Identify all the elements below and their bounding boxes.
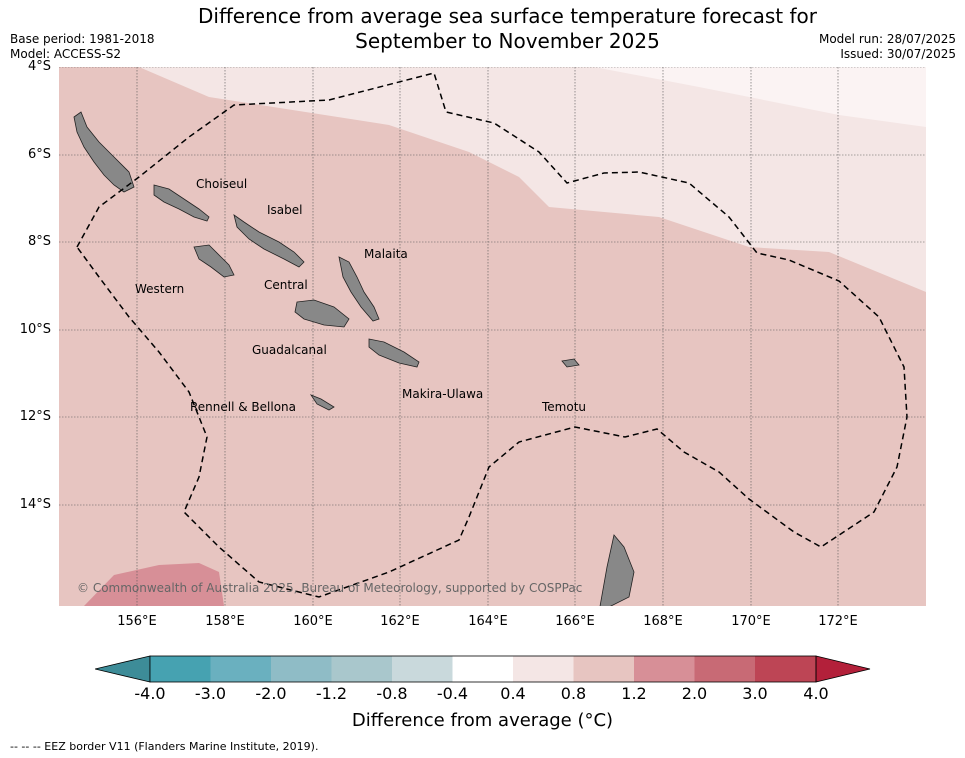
lon-label-170e: 170°E [731,614,771,629]
model-run: Model run: 28/07/2025 [818,32,956,46]
base-period: Base period: 1981-2018 [10,32,155,46]
lon-label-156e: 156°E [117,614,157,629]
colorbar-label: 2.0 [681,684,708,703]
lat-label-10s: 10°S [19,322,51,337]
title-line-1: Difference from average sea surface temp… [197,4,817,28]
lon-label-166e: 166°E [555,614,595,629]
lon-label-168e: 168°E [643,614,683,629]
colorbar-label: -1.2 [315,684,348,703]
meta-right: Model run: 28/07/2025 Issued: 30/07/2025 [819,32,956,62]
colorbar-label: 0.4 [500,684,526,703]
lat-label-4s: 4°S [27,59,51,74]
lat-label-12s: 12°S [19,409,51,424]
lon-label-158e: 158°E [205,614,245,629]
choiseul-east-shape [153,184,210,222]
province-label-western: Western [135,282,184,296]
colorbar-swatch [271,656,332,682]
lat-label-14s: 14°S [19,497,51,512]
guadalcanal-island-shape [294,299,350,328]
chart-title: Difference from average sea surface temp… [140,4,875,54]
province-label-choiseul: Choiseul [196,177,247,191]
province-label-malaita: Malaita [364,247,408,261]
colorbar-title: Difference from average (°C) [351,710,614,731]
eez-border [76,72,908,598]
province-label-guadalcanal: Guadalcanal [252,343,327,357]
province-label-rennell-bellona: Rennell & Bellona [190,400,296,414]
colorbar-label: -2.0 [255,684,287,703]
colorbar-swatch [573,656,634,682]
colorbar-swatch [210,656,271,682]
colorbar-label: 3.0 [742,684,768,703]
meta-left: Base period: 1981-2018 Model: ACCESS-S2 [10,32,155,62]
province-label-isabel: Isabel [267,203,302,217]
province-label-temotu: Temotu [541,400,586,414]
makira-island-shape [368,338,420,368]
sea-anomaly-lightest [594,67,926,127]
colorbar [95,655,871,683]
lon-label-160e: 160°E [293,614,333,629]
colorbar-label: 4.0 [803,684,829,703]
colorbar-swatch [634,656,695,682]
graticule [59,67,926,606]
colorbar-swatch [755,656,816,682]
map-panel: Choiseul Isabel Malaita Western Central … [59,67,926,606]
province-label-makira-ulawa: Makira-Ulawa [402,387,483,401]
isabel-island-shape [233,214,305,268]
lon-label-172e: 172°E [818,614,858,629]
colorbar-swatch [331,656,392,682]
colorbar-swatch [513,656,574,682]
colorbar-swatch [452,656,513,682]
colorbar-swatch [694,656,755,682]
sea-anomaly-0-4-to-0-8 [139,67,926,292]
lon-label-162e: 162°E [380,614,420,629]
title-line-2: September to November 2025 [355,29,660,53]
lat-label-6s: 6°S [27,147,51,162]
colorbar-label: -0.4 [436,684,469,703]
model-name: Model: ACCESS-S2 [10,47,122,61]
copyright-notice: © Commonwealth of Australia 2025, Bureau… [77,581,582,595]
malaita-island-shape [338,256,380,322]
colorbar-label: 0.8 [560,684,587,703]
colorbar-swatch [150,656,211,682]
lon-label-164e: 164°E [468,614,508,629]
temotu-shape [561,358,580,368]
colorbar-label: -3.0 [194,684,227,703]
sea-anomaly-1-2-to-2-0 [84,563,224,606]
colorbar-label: -4.0 [134,684,166,703]
colorbar-frame [149,655,817,683]
province-label-central: Central [264,278,308,292]
colorbar-label: -0.8 [376,684,408,703]
issued-date: Issued: 30/07/2025 [840,47,956,61]
colorbar-swatch [392,656,453,682]
colorbar-extend-high [815,655,871,683]
rennell-shape [309,394,335,411]
choiseul-island-shape [73,111,135,193]
eez-footnote: -- -- -- EEZ border V11 (Flanders Marine… [10,740,319,753]
colorbar-extend-low [95,655,151,683]
land-masses [73,111,635,606]
colorbar-label: 1.2 [621,684,647,703]
new-georgia-shape [193,244,235,278]
lat-label-8s: 8°S [27,234,51,249]
vanuatu-shape [599,534,635,606]
